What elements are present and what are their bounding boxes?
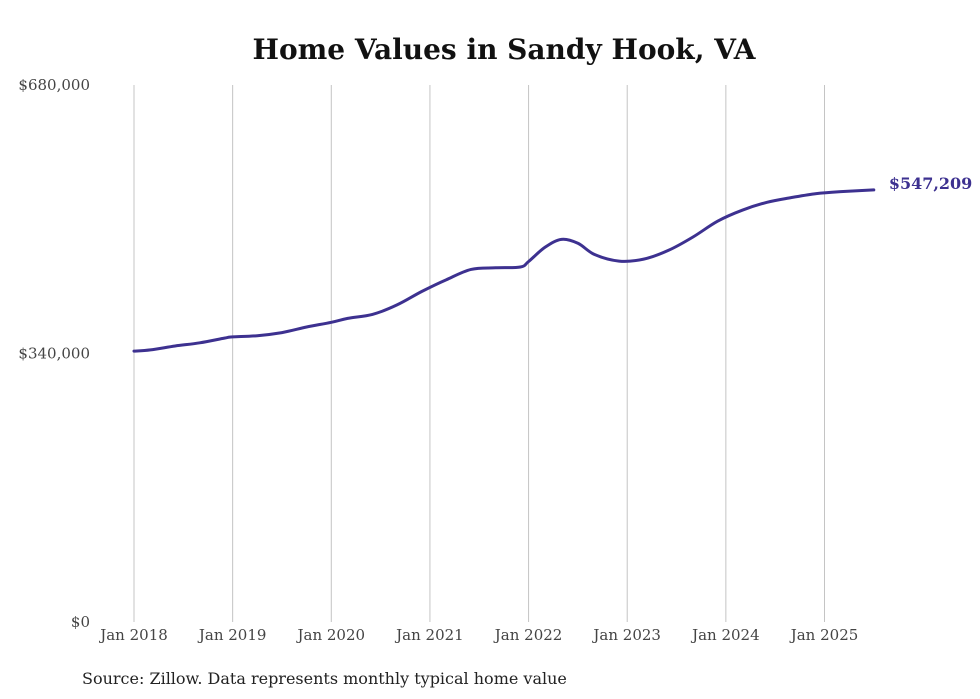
x-tick-label: Jan 2023 (591, 626, 661, 644)
y-tick-label: $0 (71, 613, 90, 631)
x-tick-label: Jan 2025 (789, 626, 859, 644)
x-tick-label: Jan 2019 (197, 626, 267, 644)
x-tick-label: Jan 2018 (98, 626, 168, 644)
x-tick-label: Jan 2021 (394, 626, 464, 644)
source-note: Source: Zillow. Data represents monthly … (82, 669, 567, 688)
series-group: $547,209 (132, 174, 973, 353)
chart-title: Home Values in Sandy Hook, VA (253, 33, 757, 66)
grid (133, 85, 825, 622)
end-value-label: $547,209 (889, 174, 973, 193)
x-tick-label: Jan 2024 (690, 626, 760, 644)
y-tick-label: $340,000 (18, 345, 90, 363)
y-tick-label: $680,000 (18, 76, 90, 94)
x-axis: Jan 2018 Jan 2019 Jan 2020 Jan 2021 Jan 2022… (98, 626, 858, 644)
x-tick-label: Jan 2022 (493, 626, 563, 644)
series-line (132, 188, 876, 353)
x-tick-label: Jan 2020 (296, 626, 366, 644)
y-axis: $0 $340,000 $680,000 (18, 76, 90, 631)
